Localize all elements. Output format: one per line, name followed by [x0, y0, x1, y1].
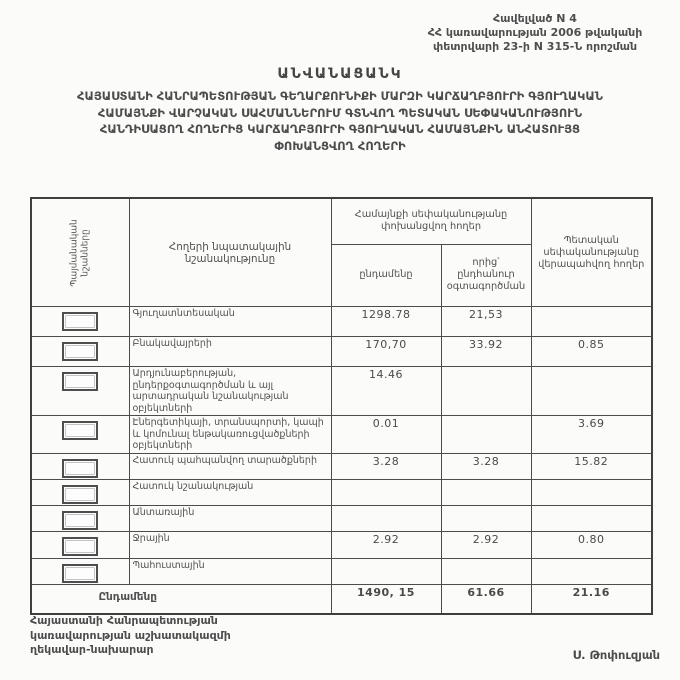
total-value-state: 21.16: [530, 584, 653, 615]
value-total: [330, 505, 442, 532]
legend-symbol-cell: [30, 558, 130, 585]
table-row: Բնակավայրերի 170,70 33.92 0.85: [30, 336, 653, 367]
table-row: Հատուկ պահպանվող տարածքների 3.28 3.28 15…: [30, 453, 653, 480]
legend-symbol-icon: [62, 485, 99, 504]
legend-symbol-cell: [30, 336, 130, 367]
value-state: 3.69: [530, 415, 653, 454]
value-total: 0.01: [330, 415, 442, 454]
header-symbols-label: Պայմանական նշանները: [69, 218, 91, 287]
subtitle-line: ՀԱՅԱՍՏԱՆԻ ՀԱՆՐԱՊԵՏՈՒԹՅԱՆ ԳԵՂԱՐՔՈՒՆԻՔԻ ՄԱ…: [77, 89, 603, 103]
document-title: ԱՆՎԱՆԱՑԱՆԿ: [277, 66, 403, 82]
legend-symbol-cell: [30, 479, 130, 506]
value-ofwhich: 3.28: [440, 453, 532, 480]
table-row: Հատուկ նշանակության: [30, 479, 653, 506]
legend-symbol-icon: [62, 564, 99, 583]
land-category-label: Անտառային: [128, 505, 332, 532]
value-ofwhich: 21,53: [440, 306, 532, 337]
table-row: Արդյունաբերության, ընդերքօգտագործման և ա…: [30, 366, 653, 416]
value-state: 0.85: [530, 336, 653, 367]
header-sub-ofwhich: որից՝ ընդհանուր օգտագործման: [440, 243, 532, 308]
signatory-line: Հայաստանի Հանրապետության: [30, 614, 218, 627]
value-ofwhich: [440, 558, 532, 585]
appendix-line: Հավելված N 4: [493, 12, 577, 25]
value-ofwhich: [440, 366, 532, 416]
value-state: [530, 479, 653, 506]
value-ofwhich: [440, 415, 532, 454]
land-category-label: Բնակավայրերի: [128, 336, 332, 367]
land-category-label: Հատուկ նշանակության: [128, 479, 332, 506]
value-ofwhich: [440, 505, 532, 532]
signatory-line: ղեկավար-նախարար: [30, 643, 154, 656]
value-state: 0.80: [530, 531, 653, 559]
land-category-label: Հատուկ պահպանվող տարածքների: [128, 453, 332, 480]
value-total: 3.28: [330, 453, 442, 480]
table-total-row: Ընդամենը 1490, 15 61.66 21.16: [30, 584, 653, 615]
table-row: Ջրային 2.92 2.92 0.80: [30, 531, 653, 559]
value-total: 170,70: [330, 336, 442, 367]
legend-symbol-icon: [62, 537, 99, 556]
header-community-group: Համայնքի սեփականությանը փոխանցվող հողեր: [330, 197, 532, 245]
appendix-reference: Հավելված N 4 ՀՀ կառավարության 2006 թվակա…: [410, 12, 660, 54]
land-category-label: Էներգետիկայի, տրանսպորտի, կապի և կոմունա…: [128, 415, 332, 454]
appendix-line: փետրվարի 23-ի N 315-Ն որոշման: [432, 40, 638, 53]
table-row: Էներգետիկայի, տրանսպորտի, կապի և կոմունա…: [30, 415, 653, 454]
total-value-ofwhich: 61.66: [440, 584, 532, 615]
legend-symbol-cell: [30, 306, 130, 337]
land-category-label: Ջրային: [128, 531, 332, 559]
value-total: [330, 558, 442, 585]
header-state: Պետական սեփականությանը վերապահվող հողեր: [530, 197, 653, 307]
value-ofwhich: [440, 479, 532, 506]
value-ofwhich: 2.92: [440, 531, 532, 559]
subtitle-line: ՀԱՆԴԻՍԱՑՈՂ ՀՈՂԵՐԻՑ ԿԱՐՃԱՂԲՅՈՒՐԻ ԳՅՈՒՂԱԿԱ…: [99, 122, 581, 136]
legend-symbol-cell: [30, 531, 130, 559]
legend-symbol-icon: [62, 342, 99, 361]
table-row: Պահուստային: [30, 558, 653, 585]
document-subtitle: ՀԱՅԱՍՏԱՆԻ ՀԱՆՐԱՊԵՏՈՒԹՅԱՆ ԳԵՂԱՐՔՈՒՆԻՔԻ ՄԱ…: [18, 88, 662, 154]
value-total: 2.92: [330, 531, 442, 559]
land-transfer-table: Պայմանական նշանները Հողերի նպատակային նշ…: [30, 197, 654, 615]
legend-symbol-cell: [30, 505, 130, 532]
legend-symbol-icon: [62, 312, 99, 331]
legend-symbol-icon: [62, 372, 99, 391]
value-total: [330, 479, 442, 506]
value-total: 14.46: [330, 366, 442, 416]
value-state: [530, 505, 653, 532]
signatory-block: Հայաստանի Հանրապետության կառավարության ա…: [30, 614, 231, 658]
header-sub-total: ընդամենը: [330, 243, 442, 308]
legend-symbol-icon: [62, 421, 99, 440]
value-state: [530, 306, 653, 337]
legend-symbol-cell: [30, 366, 130, 416]
land-category-label: Գյուղատնտեսական: [128, 306, 332, 337]
signature-name: Ս. Թոփուզյան: [572, 648, 660, 662]
value-state: 15.82: [530, 453, 653, 480]
legend-symbol-cell: [30, 453, 130, 480]
signatory-line: կառավարության աշխատակազմի: [30, 628, 231, 642]
legend-symbol-cell: [30, 415, 130, 454]
header-purpose: Հողերի նպատակային նշանակությունը: [128, 197, 332, 307]
total-label: Ընդամենը: [30, 584, 332, 615]
land-category-label: Պահուստային: [128, 558, 332, 585]
value-total: 1298.78: [330, 306, 442, 337]
total-value-total: 1490, 15: [330, 584, 442, 615]
table-row: Անտառային: [30, 505, 653, 532]
appendix-line: ՀՀ կառավարության 2006 թվականի: [427, 26, 643, 39]
legend-symbol-icon: [62, 459, 99, 478]
value-state: [530, 366, 653, 416]
value-ofwhich: 33.92: [440, 336, 532, 367]
header-symbols: Պայմանական նշանները: [30, 197, 130, 307]
subtitle-line: ՓՈԽԱՆՑՎՈՂ ՀՈՂԵՐԻ: [274, 138, 406, 153]
value-state: [530, 558, 653, 585]
table-row: Գյուղատնտեսական 1298.78 21,53: [30, 306, 653, 337]
subtitle-line: ՀԱՄԱՅՆՔԻ ՎԱՐՉԱԿԱՆ ՍԱՀՄԱՆՆԵՐՈՒՄ ԳՏՆՎՈՂ ՊԵ…: [97, 105, 583, 120]
legend-symbol-icon: [62, 511, 99, 530]
land-category-label: Արդյունաբերության, ընդերքօգտագործման և ա…: [128, 366, 332, 416]
